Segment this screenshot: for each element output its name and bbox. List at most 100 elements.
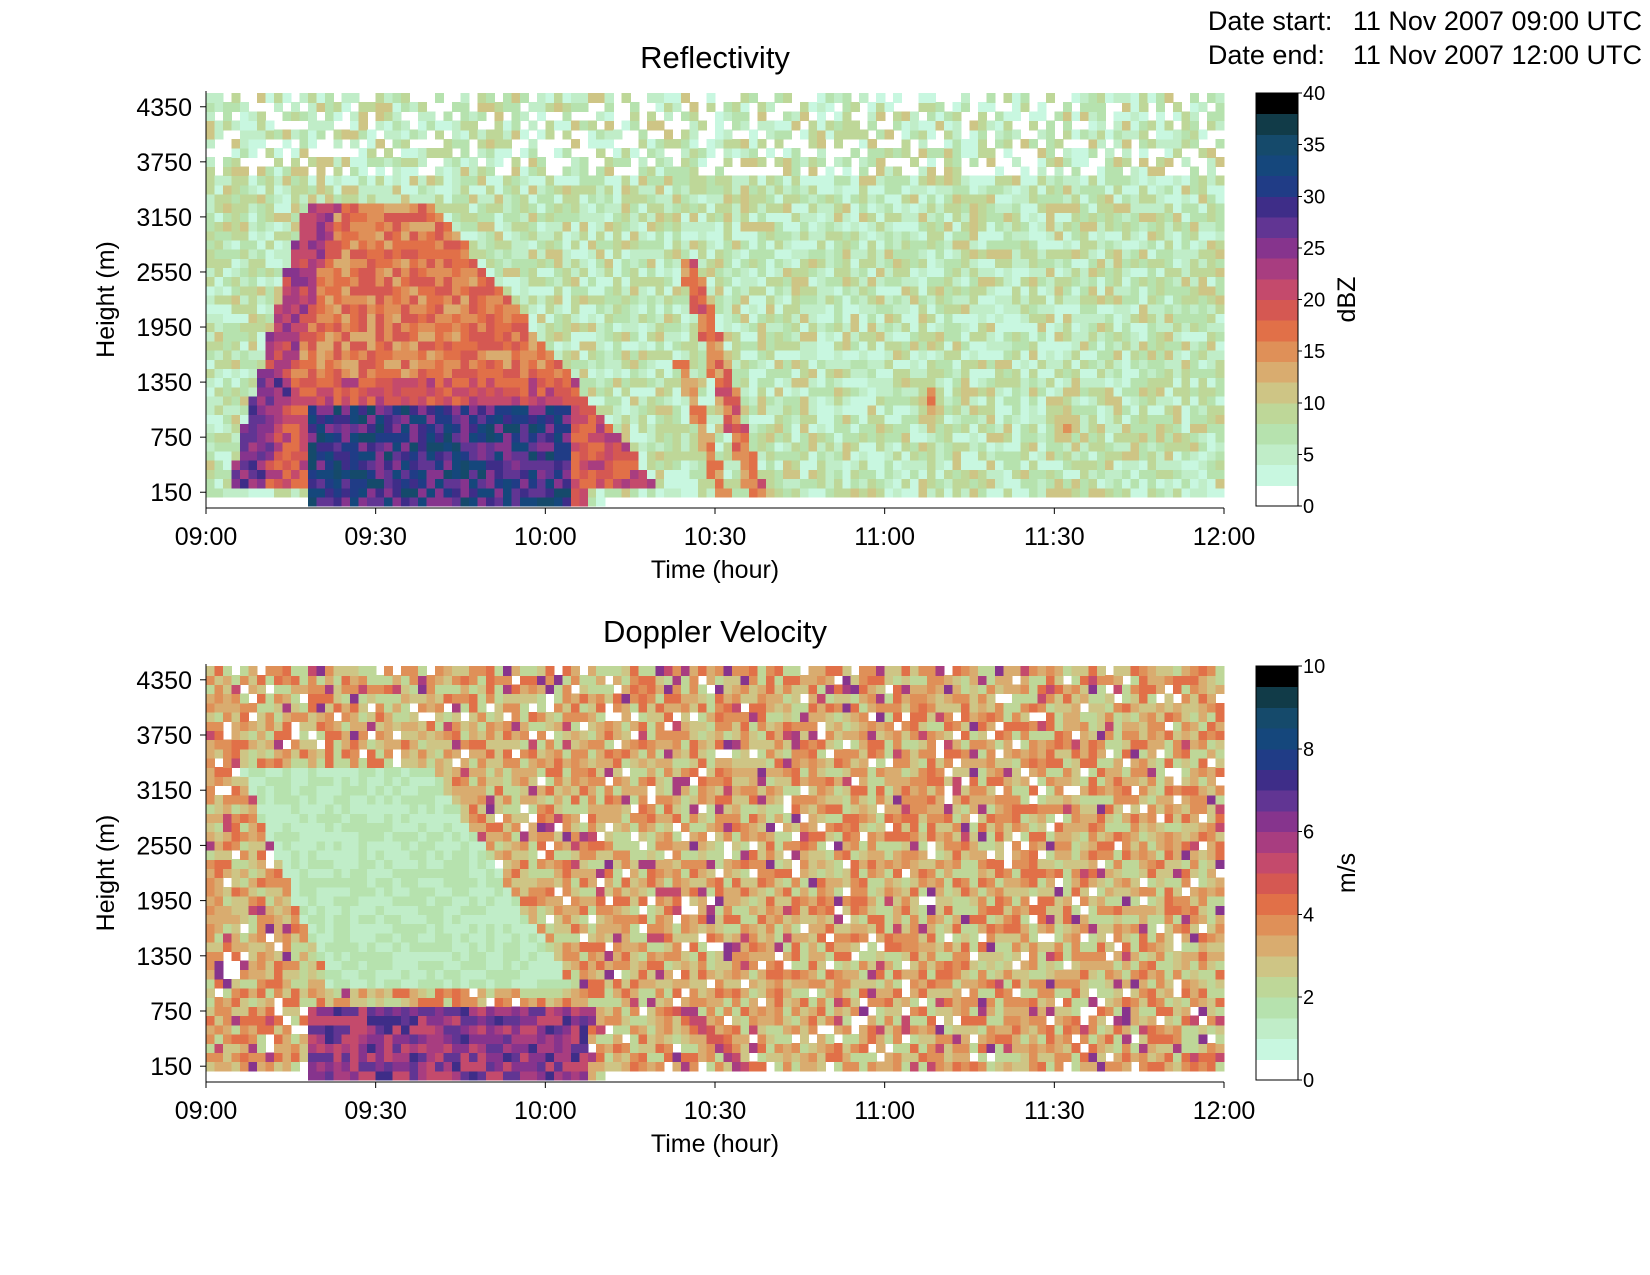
heatmap-cell [596,386,606,397]
heatmap-cell [375,157,385,168]
heatmap-cell [1156,276,1166,287]
heatmap-cell [808,285,818,296]
heatmap-cell [1164,294,1174,305]
heatmap-cell [519,460,529,470]
heatmap-cell [528,184,538,195]
heatmap-cell [655,285,665,296]
heatmap-cell [485,432,496,443]
heatmap-cell [596,322,606,333]
heatmap-cell [485,212,496,223]
heatmap-cell [502,221,512,232]
heatmap-cell [927,212,937,223]
heatmap-cell [426,460,436,470]
heatmap-cell [1054,322,1064,333]
heatmap-cell [418,359,428,369]
heatmap-cell [994,377,1005,388]
heatmap-cell [1020,460,1030,470]
heatmap-cell [1062,349,1072,360]
heatmap-cell [638,313,648,324]
heatmap-cell [443,221,453,232]
heatmap-cell [613,322,623,333]
heatmap-cell [1045,349,1055,360]
heatmap-cell [1028,193,1038,204]
heatmap-cell [367,212,377,223]
heatmap-cell [604,469,614,480]
heatmap-cell [859,166,869,177]
heatmap-cell [1207,239,1217,250]
heatmap-cell [944,221,954,232]
heatmap-cell [1215,441,1225,452]
heatmap-cell [1096,102,1106,112]
heatmap-cell [655,359,665,369]
heatmap-cell [952,166,962,177]
heatmap-cell [969,478,979,489]
heatmap-cell [986,460,996,470]
heatmap-cell [553,377,563,388]
heatmap-cell [214,331,224,342]
heatmap-cell [426,331,436,342]
heatmap-cell [969,377,979,388]
heatmap-cell [392,230,402,241]
heatmap-cell [570,377,580,388]
heatmap-cell [460,212,470,223]
heatmap-cell [256,460,266,470]
heatmap-cell [1062,212,1072,223]
heatmap-cell [1045,230,1055,241]
heatmap-cell [1130,249,1140,259]
heatmap-cell [1105,478,1115,489]
heatmap-cell [867,148,877,158]
heatmap-cell [1147,469,1157,480]
heatmap-cell [969,395,979,406]
heatmap-cell [977,478,988,489]
heatmap-cell [977,469,988,480]
heatmap-cell [443,432,453,443]
heatmap-cell [681,432,691,443]
heatmap-cell [282,405,292,415]
heatmap-cell [418,157,428,168]
heatmap-cell [944,230,954,241]
heatmap-cell [935,276,945,287]
heatmap-cell [222,258,233,268]
heatmap-cell [1113,487,1123,498]
heatmap-cell [977,276,988,287]
heatmap-cell [511,184,521,195]
heatmap-cell [672,221,682,232]
heatmap-cell [350,359,360,369]
heatmap-cell [1130,111,1140,122]
y-tick-label: 750 [150,424,192,452]
heatmap-cell [765,129,775,140]
heatmap-cell [468,157,479,168]
heatmap-cell [299,460,309,470]
heatmap-cell [952,386,962,397]
heatmap-cell [757,478,767,489]
heatmap-cell [1139,203,1149,213]
heatmap-cell [333,230,343,241]
heatmap-cell [392,331,402,342]
heatmap-cell [570,349,580,360]
heatmap-cell [375,340,385,351]
heatmap-cell [782,221,792,232]
heatmap-cell [689,157,699,168]
heatmap-cell [290,230,300,241]
heatmap-cell [833,322,843,333]
heatmap-cell [1037,313,1047,324]
heatmap-cell [460,285,470,296]
heatmap-cell [613,203,623,213]
heatmap-cell [256,267,266,278]
heatmap-cell [808,460,818,470]
heatmap-cell [1173,203,1183,213]
heatmap-cell [384,258,394,268]
heatmap-cell [1105,129,1115,140]
heatmap-cell [324,478,334,489]
heatmap-cell [638,166,648,177]
heatmap-cell [910,377,920,388]
heatmap-cell [757,249,767,259]
heatmap-cell [1113,239,1123,250]
heatmap-cell [859,414,869,424]
heatmap-cell [808,441,818,452]
heatmap-cell [867,377,877,388]
heatmap-cell [1003,304,1013,314]
heatmap-cell [944,469,954,480]
heatmap-cell [477,304,487,314]
heatmap-cell [384,395,394,406]
